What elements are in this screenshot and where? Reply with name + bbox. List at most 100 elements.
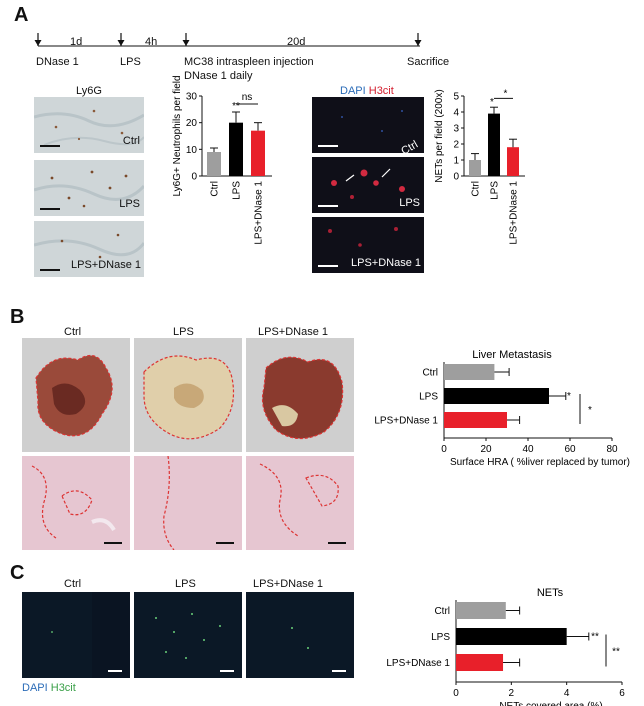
bar-lps-dnase-1: [444, 412, 507, 428]
he-section-lps: [134, 456, 242, 550]
fluo-a-image-ctrl: Ctrl: [312, 97, 424, 153]
significance-label: *: [490, 97, 494, 108]
x-tick-label: Ctrl: [210, 181, 221, 197]
x-tick-label: LPS+DNase 1: [254, 181, 265, 245]
photo-b-title-dnase: LPS+DNase 1: [258, 326, 329, 338]
x-tick-label: 60: [564, 444, 576, 455]
x-tick-label: Ctrl: [471, 181, 482, 197]
fluo-c-image-ctrl: [22, 592, 130, 678]
bar-lps: [456, 628, 567, 645]
photo-b-title-lps: LPS: [173, 326, 194, 338]
fluo-a-title-h3cit: H3cit: [368, 85, 394, 97]
x-axis-label: Surface HRA ( %liver replaced by tumor): [450, 457, 630, 468]
y-tick-label: LPS+DNase 1: [386, 658, 450, 669]
bar-lps: [229, 122, 243, 176]
y-tick-label: 30: [186, 92, 198, 103]
x-tick-label: 20: [480, 444, 492, 455]
significance-label: **: [591, 632, 599, 643]
x-tick-label: 40: [522, 444, 534, 455]
bar-lps: [488, 113, 500, 176]
significance-label: *: [567, 391, 571, 402]
bar-lps: [444, 388, 549, 404]
timeline-event-sacrifice: Sacrifice: [407, 56, 450, 68]
y-tick-label: Ctrl: [434, 606, 450, 617]
x-tick-label: 2: [509, 688, 515, 699]
y-tick-label: 1: [453, 156, 459, 167]
x-tick-label: LPS: [490, 181, 501, 200]
timeline-arrow-1: [34, 33, 42, 46]
fluo-c-scale-bar-lps: [220, 670, 234, 672]
chart-liver-metastasis: Liver Metastasis 0 20 40 60 80 Surface HRA ( %…: [374, 349, 630, 468]
fluo-a-scale-bar-dnase: [318, 265, 338, 267]
fluo-c-title-dnase: LPS+DNase 1: [253, 578, 324, 590]
ihc-label-dnase: LPS+DNase 1: [70, 259, 141, 271]
fluo-c-scale-bar-dnase: [332, 670, 346, 672]
timeline-event-dnase-daily: DNase 1 daily: [184, 70, 253, 82]
fluo-a-image-lps: LPS: [312, 157, 424, 213]
timeline-event-lps: LPS: [120, 56, 141, 68]
fluo-a-label-dnase: LPS+DNase 1: [350, 257, 421, 269]
liver-photo-lps: [134, 338, 242, 452]
bar-lps-dnase-1: [456, 654, 504, 671]
significance-label: *: [588, 405, 592, 416]
y-tick-label: 20: [186, 118, 198, 129]
he-scale-bar-ctrl: [104, 542, 122, 544]
x-tick-label: 6: [619, 688, 625, 699]
fluo-c-scale-bar-ctrl: [108, 670, 122, 672]
timeline-event-dnase: DNase 1: [36, 56, 79, 68]
timeline-event-mc38: MC38 intraspleen injection: [184, 56, 314, 68]
timeline-arrow-3: [182, 33, 190, 46]
chart-nets-covered-area: NETs 0 2 4 6 NETs covered area (%) Ctrl LPS LPS+…: [386, 587, 625, 706]
bar-ctrl: [444, 364, 495, 380]
y-tick-label: LPS: [419, 392, 438, 403]
fluo-c-image-dnase: [246, 592, 354, 678]
fluo-c-legend-h3cit: H3cit: [50, 682, 76, 694]
x-tick-label: 0: [441, 444, 447, 455]
fluo-a-label-lps: LPS: [399, 197, 420, 209]
ihc-scale-bar-ctrl: [40, 145, 60, 147]
x-tick-label: 4: [564, 688, 570, 699]
liver-photo-dnase: [246, 338, 354, 452]
y-tick-label: Ctrl: [422, 368, 438, 379]
panel-label-c: C: [10, 562, 25, 584]
fluo-c-legend: DAPI H3cit: [22, 682, 76, 694]
bar-ctrl: [207, 152, 221, 176]
ihc-scale-bar-dnase: [40, 269, 60, 271]
fluo-c-title-ctrl: Ctrl: [64, 578, 82, 590]
he-section-ctrl: [22, 456, 130, 550]
significance-label: *: [504, 88, 508, 99]
ihc-image-lps: LPS: [34, 160, 144, 216]
y-tick-label: 0: [191, 172, 197, 183]
bar-lps-dnase-1: [507, 147, 519, 176]
chart-nets-per-field: 0 1 2 3 4 5 NETs per field (200x) Ctrl LPS LPS+DN…: [434, 88, 525, 245]
he-scale-bar-dnase: [328, 542, 346, 544]
fluo-a-image-dnase: LPS+DNase 1: [312, 217, 424, 273]
x-tick-label: 80: [606, 444, 618, 455]
y-tick-label: 4: [453, 108, 459, 119]
panel-label-b: B: [10, 306, 25, 328]
ihc-scale-bar-lps: [40, 208, 60, 210]
fluo-a-title-dapi: DAPI: [340, 85, 366, 97]
he-section-dnase: [246, 456, 354, 550]
y-axis-label: Ly6G+ Neutrophils per field: [172, 75, 183, 196]
fluo-a-scale-bar-lps: [318, 205, 338, 207]
fluo-c-legend-dapi: DAPI: [22, 682, 48, 694]
significance-label: **: [232, 101, 240, 112]
timeline-interval-1d: 1d: [70, 36, 83, 48]
photo-b-title-ctrl: Ctrl: [64, 326, 82, 338]
fluo-a-title: DAPI H3cit: [340, 85, 394, 97]
x-tick-label: 0: [453, 688, 459, 699]
chart-title: NETs: [537, 587, 564, 599]
y-tick-label: LPS+DNase 1: [374, 416, 438, 427]
ihc-label-lps: LPS: [119, 198, 140, 210]
fluo-c-image-lps: [134, 592, 242, 678]
ihc-image-ctrl: Ctrl: [34, 97, 144, 153]
ihc-label-ctrl: Ctrl: [122, 135, 140, 147]
timeline-arrow-4: [414, 33, 422, 46]
y-tick-label: 3: [453, 124, 459, 135]
bar-lps-dnase-1: [251, 130, 265, 176]
panel-label-a: A: [14, 4, 29, 26]
y-tick-label: 2: [453, 140, 459, 151]
timeline-interval-20d: 20d: [287, 36, 306, 48]
